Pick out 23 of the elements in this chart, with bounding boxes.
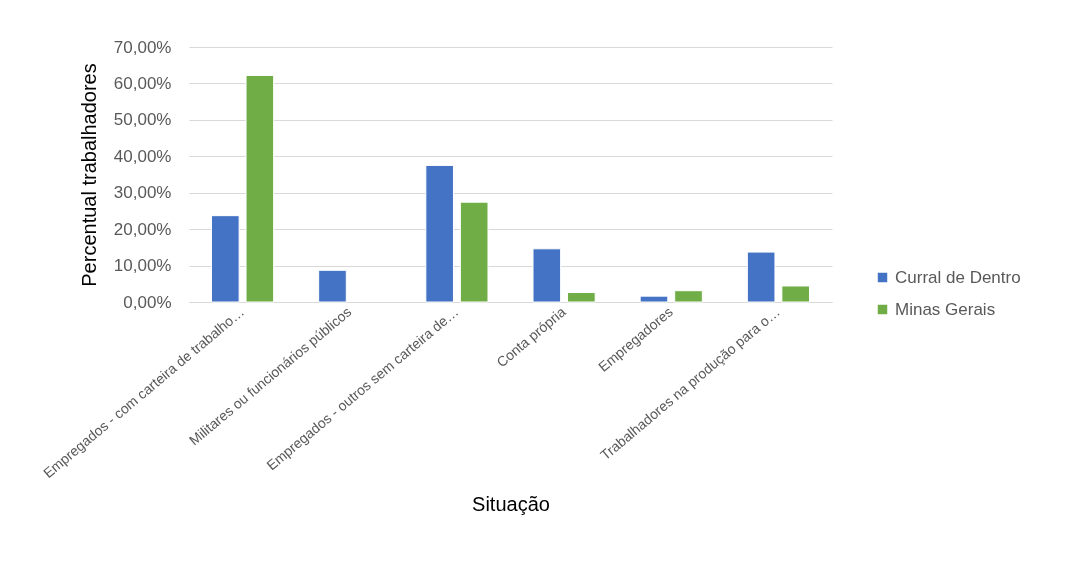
y-tick-label: 0,00% (123, 292, 172, 312)
bar (425, 164, 454, 303)
bar (211, 215, 240, 303)
bar (245, 74, 275, 303)
legend-label: Curral de Dentro (895, 267, 1021, 287)
x-axis-title: Situação (472, 492, 550, 515)
y-axis-title: Percentual trabalhadores (77, 63, 100, 287)
bar (459, 201, 489, 303)
y-tick-label: 10,00% (113, 256, 172, 276)
bar (639, 295, 669, 303)
bar (532, 248, 562, 303)
y-tick-label: 60,00% (113, 73, 172, 93)
y-tick-label: 70,00% (113, 37, 172, 57)
y-tick-label: 30,00% (113, 183, 172, 203)
y-tick-label: 40,00% (113, 146, 172, 166)
bar (674, 290, 703, 303)
bar (567, 292, 596, 303)
bar (746, 251, 776, 303)
bar (781, 285, 810, 303)
legend-label: Minas Gerais (895, 299, 996, 319)
bar (318, 269, 347, 303)
y-tick-label: 50,00% (113, 110, 172, 130)
y-tick-label: 20,00% (113, 219, 172, 239)
